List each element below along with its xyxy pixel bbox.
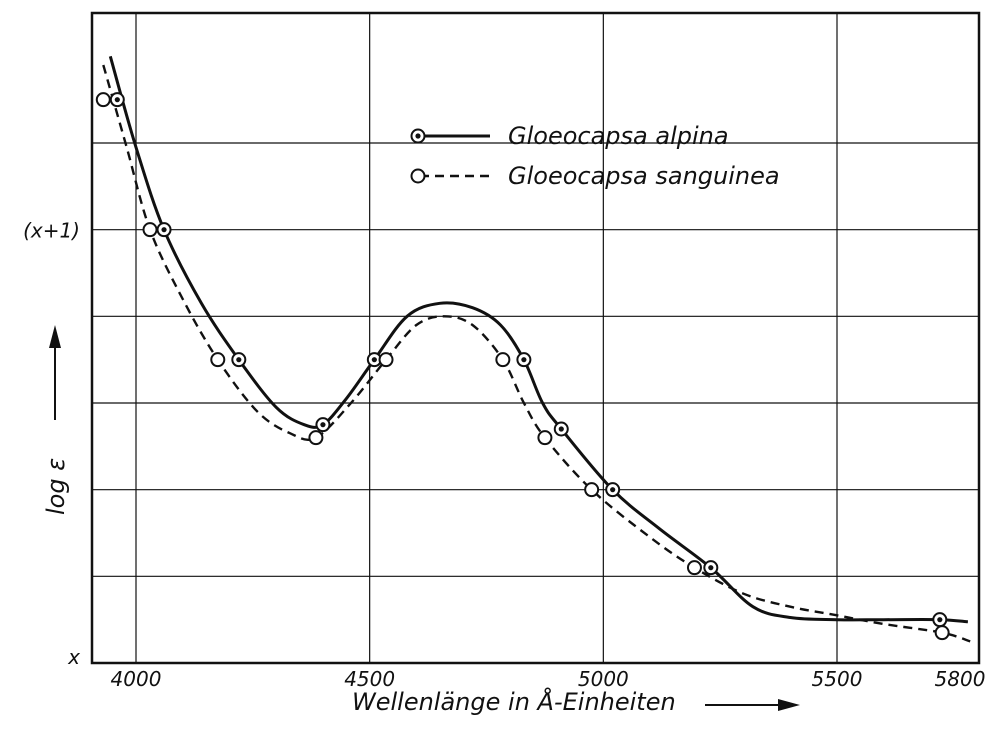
- x-tick-label: 5800: [935, 667, 986, 691]
- data-point-sanguinea: [537, 430, 553, 446]
- data-point-sanguinea: [584, 482, 600, 498]
- series-line-alpina: [108, 55, 969, 624]
- y-axis-title-group: log ε: [42, 325, 70, 515]
- data-point-alpina: [315, 417, 331, 433]
- data-point-sanguinea: [378, 352, 394, 368]
- data-point-alpina: [156, 222, 172, 238]
- y-tick-label: x: [67, 645, 80, 669]
- data-point-alpina: [605, 482, 621, 498]
- x-axis-title: Wellenlänge in Å-Einheiten: [352, 687, 676, 716]
- grid: [92, 13, 979, 663]
- data-point-sanguinea: [142, 222, 158, 238]
- x-tick-label: 5000: [578, 667, 629, 691]
- marker-layer: [95, 92, 950, 641]
- x-tick-label: 5500: [812, 667, 863, 691]
- data-point-sanguinea: [686, 560, 702, 576]
- data-point-sanguinea: [934, 625, 950, 641]
- legend-label-alpina: Gloeocapsa alpina: [508, 122, 729, 150]
- series-layer: [102, 55, 971, 643]
- y-tick-label: (x+1): [23, 219, 80, 243]
- data-point-sanguinea: [495, 352, 511, 368]
- y-axis-arrow-head: [49, 325, 61, 348]
- x-axis-title-group: Wellenlänge in Å-Einheiten: [352, 687, 800, 716]
- legend-marker-sanguinea: [410, 168, 426, 184]
- data-point-alpina: [231, 352, 247, 368]
- plot-frame: [90, 11, 981, 665]
- x-tick-label: 4500: [344, 667, 395, 691]
- y-tick-labels: x (x+1): [23, 219, 80, 669]
- data-point-sanguinea: [95, 92, 111, 108]
- data-point-alpina: [516, 352, 532, 368]
- data-point-alpina: [109, 92, 125, 108]
- data-point-alpina: [553, 421, 569, 437]
- legend-item-sanguinea: Gloeocapsa sanguinea: [410, 162, 780, 190]
- data-point-sanguinea: [308, 430, 324, 446]
- x-axis-arrow-head: [778, 699, 800, 711]
- x-tick-labels: 4000 4500 5000 5500 5800: [111, 667, 986, 691]
- legend: Gloeocapsa alpina Gloeocapsa sanguinea: [410, 122, 780, 190]
- x-tick-label: 4000: [111, 667, 162, 691]
- series-line-sanguinea: [102, 64, 971, 643]
- legend-label-sanguinea: Gloeocapsa sanguinea: [508, 162, 780, 190]
- legend-marker-dot: [415, 133, 421, 139]
- legend-item-alpina: Gloeocapsa alpina: [410, 122, 729, 150]
- data-point-alpina: [703, 560, 719, 576]
- y-axis-title: log ε: [42, 458, 70, 515]
- data-point-sanguinea: [210, 352, 226, 368]
- data-point-alpina: [932, 612, 948, 628]
